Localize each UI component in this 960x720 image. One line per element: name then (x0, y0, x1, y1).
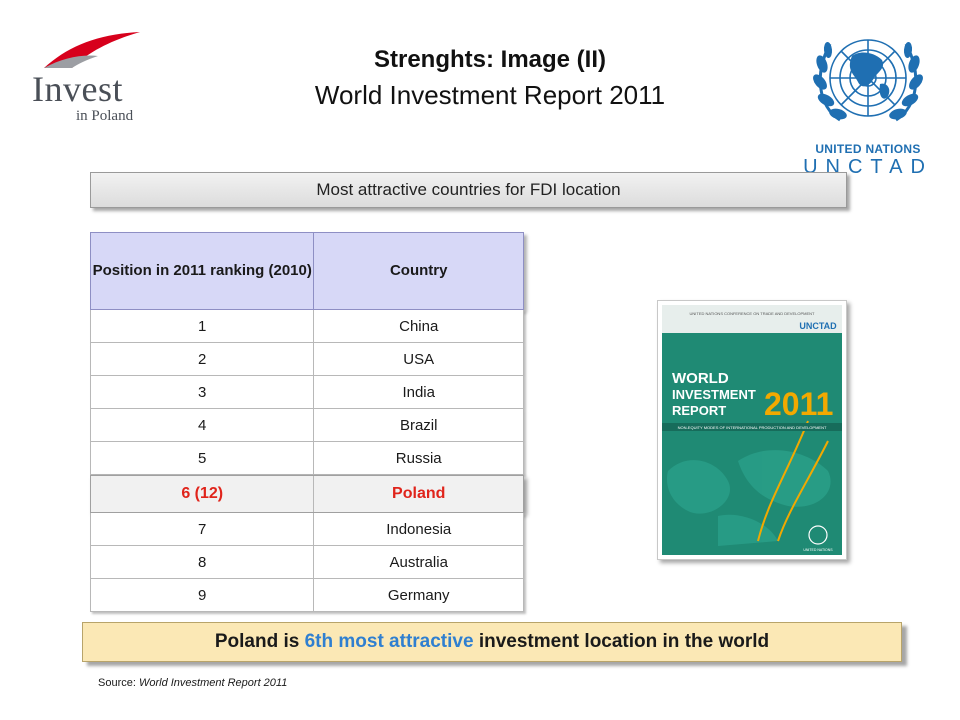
country-cell: USA (403, 350, 435, 368)
table-row: 1 China (90, 310, 524, 343)
table-row: 9 Germany (90, 579, 524, 612)
report-cover-image: UNITED NATIONS CONFERENCE ON TRADE AND D… (657, 300, 847, 560)
position-cell: 1 (91, 310, 315, 342)
section-banner: Most attractive countries for FDI locati… (90, 172, 847, 208)
source-label: Source: (98, 677, 139, 689)
unctad-logo: UNITED NATIONS UNCTAD (800, 20, 936, 178)
logo-word-in-poland: in Poland (76, 108, 134, 124)
cover-subtitle: NON-EQUITY MODES OF INTERNATIONAL PRODUC… (678, 425, 827, 430)
conclusion-text-start: Poland is (214, 631, 305, 652)
un-emblem-icon (813, 39, 923, 122)
cover-line3: REPORT (672, 403, 726, 418)
cover-brand: UNCTAD (799, 321, 837, 331)
highlighted-table-row: 6 (12) Poland (90, 475, 524, 513)
cover-year: 2011 (764, 386, 833, 422)
page-subtitle: World Investment Report 2011 (314, 80, 666, 110)
source-note: Source: World Investment Report 2011 (98, 677, 287, 689)
table-row: 8 Australia (90, 546, 524, 579)
source-text: World Investment Report 2011 (138, 677, 288, 689)
cover-top-line: UNITED NATIONS CONFERENCE ON TRADE AND D… (690, 311, 816, 316)
position-cell: 5 (91, 442, 315, 474)
conclusion-accent: 6th most attractive (304, 631, 474, 652)
conclusion-banner: Poland is 6th most attractive investment… (82, 622, 902, 662)
position-cell: 7 (91, 513, 315, 545)
country-cell: Russia (395, 449, 442, 467)
position-cell: 4 (91, 409, 315, 441)
ranking-table: Position in 2011 ranking (2010) Country … (90, 232, 524, 612)
country-cell: Brazil (399, 416, 438, 434)
table-row: 5 Russia (90, 442, 524, 475)
table-row: 3 India (90, 376, 524, 409)
position-cell: 9 (91, 579, 315, 611)
header-position: Position in 2011 ranking (2010) (91, 233, 315, 309)
report-cover-illustration: UNITED NATIONS CONFERENCE ON TRADE AND D… (662, 305, 842, 555)
position-cell: 6 (12) (91, 476, 315, 512)
poland-flag-swoosh-icon (44, 32, 140, 68)
table-row: 2 USA (90, 343, 524, 376)
position-cell: 8 (91, 546, 315, 578)
country-cell: China (399, 317, 439, 335)
country-cell: Australia (389, 553, 448, 571)
united-nations-label: UNITED NATIONS (815, 142, 921, 156)
country-cell: India (402, 383, 435, 401)
cover-footer: UNITED NATIONS (803, 548, 833, 552)
cover-line1: WORLD (672, 370, 729, 387)
country-cell: Poland (392, 485, 446, 502)
position-cell: 3 (91, 376, 315, 408)
position-cell: 2 (91, 343, 315, 375)
cover-line2: INVESTMENT (672, 387, 756, 402)
page-title: Strenghts: Image (II) (373, 46, 607, 73)
logo-word-invest: Invest (32, 69, 123, 109)
header-country: Country (389, 262, 448, 279)
table-row: 7 Indonesia (90, 513, 524, 546)
country-cell: Germany (387, 586, 450, 604)
conclusion-text-end: investment location in the world (473, 631, 770, 652)
country-cell: Indonesia (386, 520, 452, 538)
table-row: 4 Brazil (90, 409, 524, 442)
invest-in-poland-logo: Invest in Poland (28, 28, 148, 124)
table-header: Position in 2011 ranking (2010) Country (90, 232, 524, 310)
